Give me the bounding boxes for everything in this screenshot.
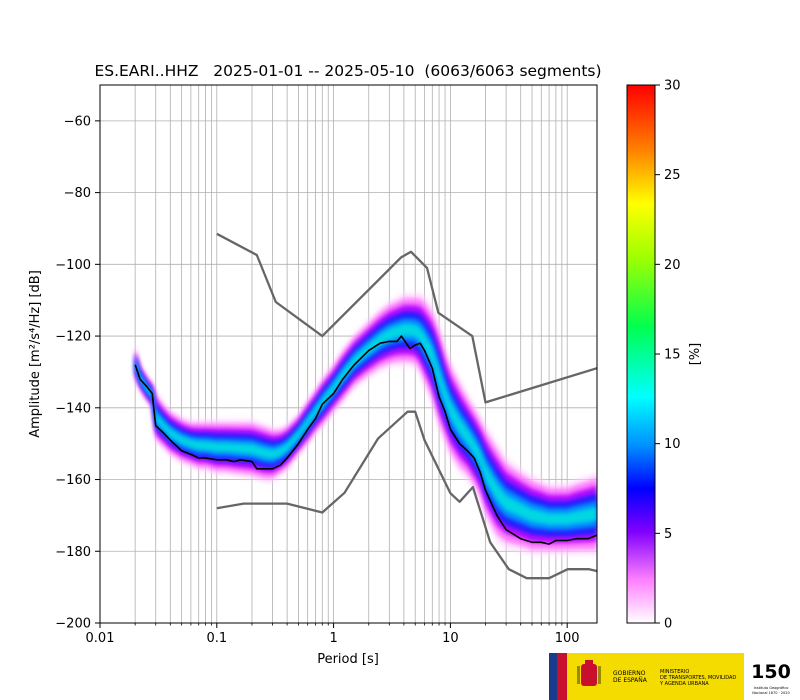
ministry-text-line2: DE TRANSPORTES, MOVILIDAD [660,675,736,681]
series-line-median [134,335,597,545]
colorbar-tick-label: 30 [664,79,681,94]
density-band [135,311,597,537]
colorbar-tick-label: 10 [664,437,681,452]
government-logo: GOBIERNO DE ESPAÑA MINISTERIO DE TRANSPO… [549,653,744,700]
y-axis: −60 −80 −100 −120 −140 −160 −180 −200 [55,114,100,632]
ign-text-line2: Nacional 1870 · 2020 [752,691,789,695]
y-tick-label: −60 [64,114,91,129]
y-tick-label: −160 [55,473,91,488]
y-tick-label: −200 [55,617,91,632]
ign-mark: 150 [751,661,791,683]
y-tick-label: −140 [55,401,91,416]
x-axis: 0.01 0.1 1 10 100 [86,623,580,646]
gov-text-line2: DE ESPAÑA [613,677,648,684]
colorbar-tick-label: 15 [664,348,681,363]
x-tick-label: 100 [555,631,580,646]
x-tick-label: 0.01 [86,631,115,646]
x-tick-label: 1 [329,631,337,646]
ministry-text-line1: MINISTERIO [660,669,689,675]
colorbar-tick-label: 20 [664,258,681,273]
density-band [135,318,597,531]
colorbar-tick-label: 5 [664,527,672,542]
x-axis-label: Period [s] [317,652,379,667]
y-tick-label: −120 [55,330,91,345]
ign-logo: 150 Instituto Geográfico Nacional 1870 ·… [751,661,791,695]
colorbar-tick-label: 25 [664,168,681,183]
coat-of-arms-icon [577,660,601,686]
chart-title: ES.EARI..HHZ 2025-01-01 -- 2025-05-10 (6… [94,62,601,80]
colorbar [626,84,656,624]
model-lines [134,232,597,580]
y-tick-label: −180 [55,545,91,560]
gov-text-line1: GOBIERNO [613,670,646,677]
ign-text-line1: Instituto Geográfico [754,686,789,690]
y-tick-label: −80 [64,186,91,201]
colorbar-label: [%] [688,343,703,366]
colorbar-tick-label: 0 [664,617,672,632]
colorbar-ticks: 0 5 10 15 20 25 30 [655,79,681,632]
plot-frame [99,84,598,624]
y-tick-label: −100 [55,258,91,273]
ministry-text-line3: Y AGENDA URBANA [659,681,709,687]
y-axis-label: Amplitude [m²/s⁴/Hz] [dB] [28,270,43,438]
series-line-nhnm [216,232,597,404]
density-heatmap [135,292,597,556]
x-tick-label: 10 [442,631,459,646]
series-line-nlnm [216,410,597,580]
x-tick-label: 0.1 [206,631,227,646]
